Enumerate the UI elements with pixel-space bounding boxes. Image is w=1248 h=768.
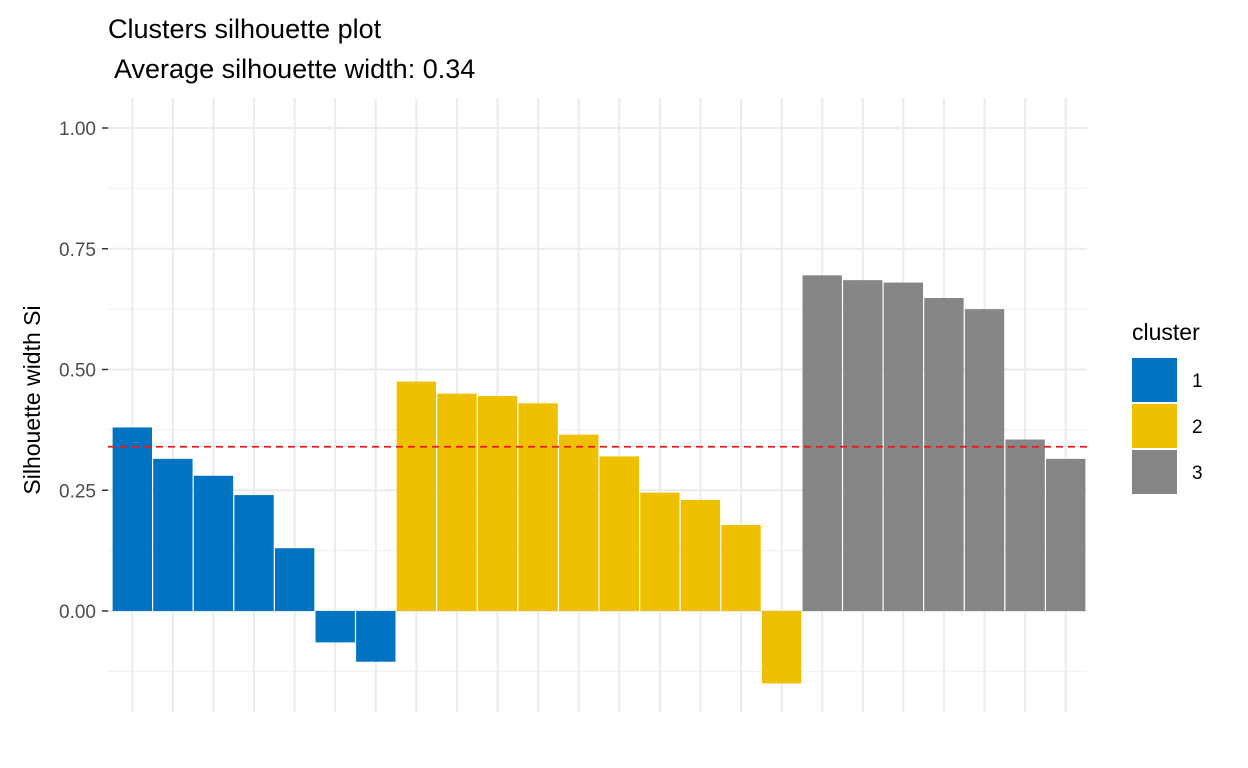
bar-cluster-2 xyxy=(599,456,639,611)
bar-cluster-2 xyxy=(559,434,599,611)
bar-cluster-1 xyxy=(112,427,152,611)
legend-label-1: 1 xyxy=(1192,371,1203,392)
bar-cluster-3 xyxy=(802,275,842,611)
bar-cluster-3 xyxy=(964,309,1005,611)
bar-cluster-2 xyxy=(396,381,437,611)
legend-swatch-2 xyxy=(1132,404,1177,448)
bar-cluster-1 xyxy=(315,611,355,643)
y-tick-label: 0.00 xyxy=(59,602,96,623)
bar-cluster-2 xyxy=(518,403,558,611)
bar-cluster-3 xyxy=(924,298,964,611)
bar-cluster-2 xyxy=(640,492,680,611)
legend-swatch-1 xyxy=(1132,358,1177,402)
legend-title: cluster xyxy=(1132,319,1200,345)
bar-cluster-2 xyxy=(437,393,477,611)
bar-cluster-1 xyxy=(274,548,315,611)
legend-label-3: 3 xyxy=(1192,463,1203,484)
bars xyxy=(112,275,1086,684)
bar-cluster-2 xyxy=(477,396,518,611)
bar-cluster-1 xyxy=(193,475,234,611)
bar-cluster-3 xyxy=(843,280,883,611)
bar-cluster-3 xyxy=(1005,439,1045,611)
bar-cluster-1 xyxy=(356,611,396,662)
y-tick-label: 0.50 xyxy=(59,361,96,382)
bar-cluster-1 xyxy=(153,458,193,611)
bar-cluster-3 xyxy=(1046,458,1086,611)
bar-cluster-2 xyxy=(721,525,761,611)
bar-cluster-2 xyxy=(761,611,802,684)
y-tick-label: 0.25 xyxy=(59,481,96,502)
bar-cluster-1 xyxy=(234,495,274,611)
legend-label-2: 2 xyxy=(1192,417,1203,438)
y-tick-label: 0.75 xyxy=(59,240,96,261)
bar-cluster-2 xyxy=(680,499,721,611)
chart-subtitle: Average silhouette width: 0.34 xyxy=(108,54,475,84)
y-axis-title: Silhouette width Si xyxy=(19,305,45,494)
legend-swatch-3 xyxy=(1132,450,1177,494)
y-axis: 0.00 0.25 0.50 0.75 1.00 xyxy=(59,119,108,623)
chart-title: Clusters silhouette plot xyxy=(108,14,382,44)
y-tick-label: 1.00 xyxy=(59,119,96,140)
legend: cluster 1 2 3 xyxy=(1132,319,1203,494)
